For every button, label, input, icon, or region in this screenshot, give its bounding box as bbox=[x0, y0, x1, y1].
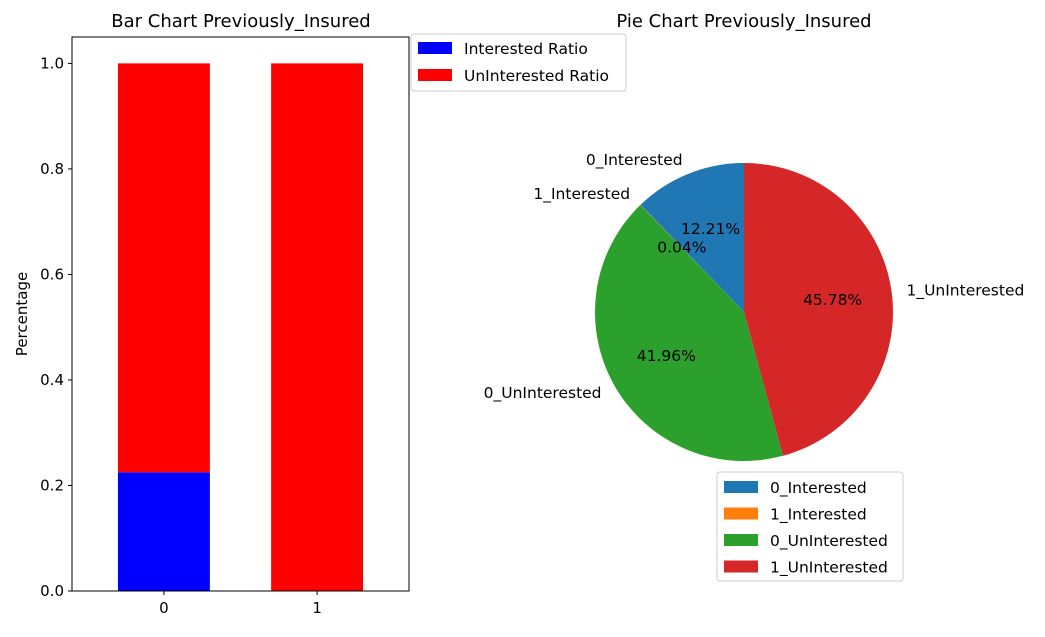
pie-legend-label: 1_UnInterested bbox=[770, 559, 888, 578]
pie-legend: 0_Interested 1_Interested 0_UnInterested 1_… bbox=[716, 471, 904, 582]
y-tick-label: 1.0 bbox=[40, 54, 64, 72]
bar-marks bbox=[117, 63, 364, 591]
y-tick-label: 0.0 bbox=[40, 582, 64, 600]
x-tick-label: 0 bbox=[159, 599, 169, 617]
pie-legend-swatch bbox=[724, 560, 758, 573]
pie-slice-0_Interested bbox=[640, 163, 744, 312]
bar-plot-frame bbox=[71, 36, 410, 592]
pie-legend-label: 1_Interested bbox=[770, 506, 867, 525]
x-tick-label: 1 bbox=[312, 599, 322, 617]
y-tick-label: 0.4 bbox=[40, 371, 64, 389]
bar-legend-box bbox=[410, 33, 627, 92]
bar-1-series-1 bbox=[271, 63, 364, 591]
pie-slice-0_UnInterested bbox=[595, 205, 784, 462]
pie-legend-swatch bbox=[724, 507, 758, 520]
bar-y-ticks: 0.0 0.2 0.4 0.6 0.8 1.0 bbox=[40, 54, 72, 600]
pie-slice-1_Interested bbox=[640, 204, 744, 312]
y-tick-label: 0.6 bbox=[40, 265, 64, 283]
bar-y-axis-label: Percentage bbox=[13, 272, 31, 356]
bar-legend-swatch bbox=[418, 42, 452, 54]
pie-slice-label: 0_UnInterested bbox=[484, 384, 602, 403]
y-tick-label: 0.2 bbox=[40, 476, 64, 494]
y-tick-label: 0.8 bbox=[40, 160, 64, 178]
bar-legend: Interested Ratio UnInterested Ratio bbox=[410, 33, 627, 92]
bar-0-series-1 bbox=[117, 63, 210, 473]
pie-slices bbox=[595, 163, 893, 462]
pie-chart-title: Pie Chart Previously_Insured bbox=[616, 11, 871, 32]
pie-legend-box bbox=[716, 471, 904, 582]
bar-legend-swatch bbox=[418, 69, 452, 81]
pie-legend-swatch bbox=[724, 534, 758, 546]
bar-chart: Bar Chart Previously_Insured 0.00.20.40.… bbox=[13, 11, 410, 617]
pie-legend-label: 0_UnInterested bbox=[770, 532, 888, 551]
pie-slice-percent: 45.78% bbox=[803, 291, 862, 309]
pie-slice-label: 0_Interested bbox=[586, 151, 683, 170]
bar-0-series-0 bbox=[117, 472, 210, 591]
bar-chart-title: Bar Chart Previously_Insured bbox=[111, 11, 370, 32]
pie-legend-swatch bbox=[724, 481, 758, 493]
pie-slice-percent: 41.96% bbox=[637, 347, 696, 365]
bar-legend-label: UnInterested Ratio bbox=[464, 67, 609, 85]
bar-legend-label: Interested Ratio bbox=[464, 40, 588, 58]
pie-slice-label: 1_UnInterested bbox=[906, 281, 1024, 300]
pie-legend-items: 0_Interested 1_Interested 0_UnInterested 1_… bbox=[724, 479, 888, 578]
pie-slice-label: 1_Interested bbox=[533, 185, 630, 204]
pie-slice-percent: 12.21% bbox=[681, 220, 740, 238]
pie-slice-percent: 0.04% bbox=[657, 239, 706, 257]
bar-legend-items: Interested Ratio UnInterested Ratio bbox=[418, 40, 609, 85]
pie-slice-1_UnInterested bbox=[744, 163, 893, 456]
pie-chart: Pie Chart Previously_Insured 0_Intereste… bbox=[484, 11, 1025, 462]
pie-legend-label: 0_Interested bbox=[770, 479, 867, 498]
pie-labels: 0_Interested 12.21% 1_Interested 0.04% 0_UnI… bbox=[484, 151, 1025, 403]
